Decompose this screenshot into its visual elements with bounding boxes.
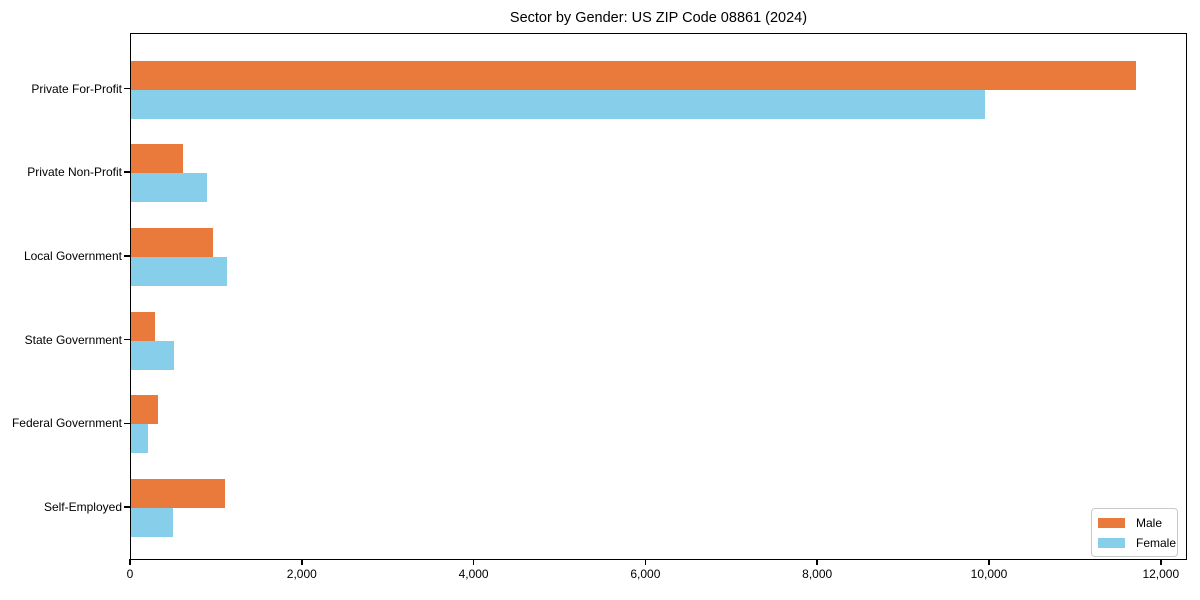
y-tick-mark bbox=[124, 422, 130, 425]
x-tick-mark bbox=[129, 559, 131, 565]
legend-label-male: Male bbox=[1136, 515, 1163, 530]
legend-item-female: Female bbox=[1098, 535, 1176, 550]
x-tick-label: 4,000 bbox=[458, 567, 489, 581]
y-category-label-local-government: Local Government bbox=[23, 248, 122, 263]
y-tick-mark bbox=[124, 506, 130, 508]
bar-male-state-government bbox=[131, 311, 156, 341]
chart-title: Sector by Gender: US ZIP Code 08861 (202… bbox=[509, 10, 808, 26]
bar-female-federal-government bbox=[131, 424, 149, 454]
x-tick-label: 2,000 bbox=[286, 567, 317, 581]
bar-female-private-non-profit bbox=[131, 173, 208, 203]
x-tick-mark bbox=[301, 559, 303, 565]
y-category-label-federal-government: Federal Government bbox=[11, 416, 122, 431]
x-tick-label: 6,000 bbox=[630, 567, 661, 581]
x-tick-label: 10,000 bbox=[970, 567, 1008, 581]
y-category-label-private-non-profit: Private Non-Profit bbox=[27, 165, 122, 180]
x-tick-label: 0 bbox=[126, 567, 134, 581]
y-category-label-state-government: State Government bbox=[24, 332, 122, 347]
x-tick-mark bbox=[472, 559, 475, 565]
x-tick-mark bbox=[644, 559, 647, 565]
bar-male-self-employed bbox=[131, 479, 226, 508]
x-tick-mark bbox=[1160, 559, 1162, 565]
y-tick-mark bbox=[124, 255, 130, 257]
x-tick-label: 12,000 bbox=[1142, 567, 1180, 581]
male-color-swatch bbox=[1098, 517, 1125, 528]
x-tick-mark bbox=[816, 559, 818, 565]
y-category-label-private-for-profit: Private For-Profit bbox=[31, 81, 122, 96]
female-color-swatch bbox=[1098, 537, 1125, 548]
bars-layer bbox=[131, 34, 1186, 559]
bar-female-local-government bbox=[131, 256, 228, 286]
legend: Male Female bbox=[1091, 508, 1178, 557]
x-tick-mark bbox=[988, 559, 990, 565]
x-tick-label: 8,000 bbox=[802, 567, 833, 581]
bar-male-local-government bbox=[131, 227, 214, 257]
y-tick-mark bbox=[124, 338, 130, 341]
bar-female-state-government bbox=[131, 340, 175, 370]
legend-item-male: Male bbox=[1098, 515, 1171, 530]
bar-male-private-non-profit bbox=[131, 144, 183, 174]
plot-area bbox=[130, 33, 1187, 560]
bar-male-federal-government bbox=[131, 395, 159, 425]
y-category-label-self-employed: Self-Employed bbox=[43, 500, 122, 514]
bar-female-private-for-profit bbox=[131, 89, 985, 119]
bar-male-private-for-profit bbox=[131, 60, 1137, 90]
y-tick-mark bbox=[124, 87, 130, 90]
bar-female-self-employed bbox=[131, 508, 174, 537]
legend-label-female: Female bbox=[1136, 535, 1177, 550]
y-tick-mark bbox=[124, 171, 130, 173]
